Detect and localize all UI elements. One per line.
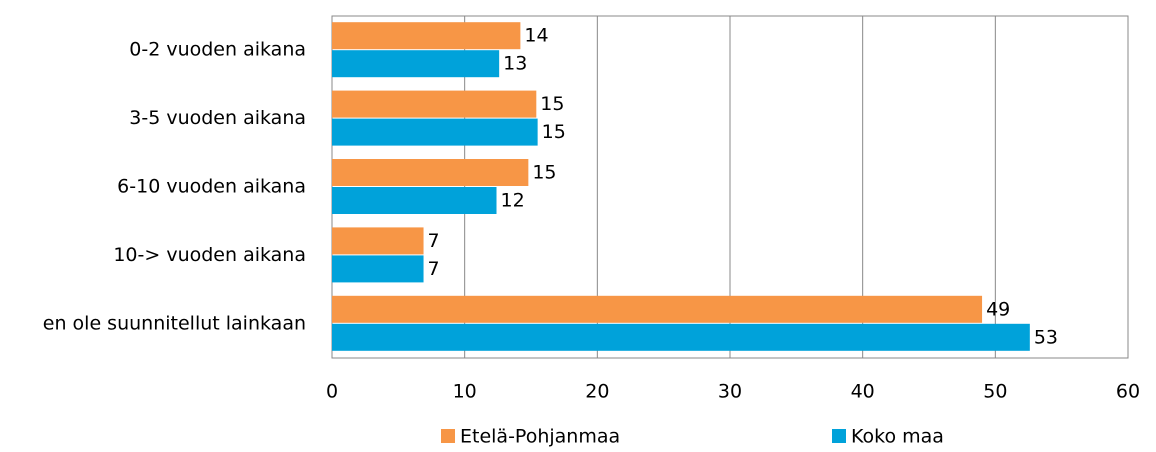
x-tick-label: 60	[1116, 381, 1140, 403]
y-tick-label: 10-> vuoden aikana	[113, 244, 306, 266]
bar	[332, 159, 529, 186]
legend-label: Etelä-Pohjanmaa	[460, 426, 620, 448]
value-label: 15	[542, 121, 566, 143]
bar	[332, 255, 424, 283]
x-tick-label: 40	[851, 381, 875, 403]
bar	[332, 22, 521, 50]
value-label: 7	[428, 230, 440, 252]
y-tick-label: 6-10 vuoden aikana	[117, 176, 306, 198]
value-label: 13	[503, 53, 527, 75]
x-tick-label: 0	[326, 381, 338, 403]
bar	[332, 118, 538, 146]
value-label: 12	[501, 190, 525, 212]
legend-swatch	[441, 429, 455, 443]
value-label: 15	[532, 162, 556, 184]
bar	[332, 187, 497, 214]
bar	[332, 323, 1030, 351]
x-tick-label: 20	[585, 381, 609, 403]
legend-label: Koko maa	[851, 426, 944, 448]
value-label: 14	[524, 25, 548, 47]
bar	[332, 50, 500, 78]
x-tick-label: 10	[453, 381, 477, 403]
y-tick-label: 3-5 vuoden aikana	[129, 107, 306, 129]
bar	[332, 295, 983, 323]
y-tick-label: en ole suunnitellut lainkaan	[43, 312, 306, 334]
bar	[332, 90, 537, 118]
x-tick-label: 50	[983, 381, 1007, 403]
y-tick-label: 0-2 vuoden aikana	[129, 39, 306, 61]
value-label: 15	[540, 93, 564, 115]
bar	[332, 227, 424, 255]
value-label: 49	[986, 298, 1010, 320]
x-tick-label: 30	[718, 381, 742, 403]
value-label: 7	[428, 258, 440, 280]
value-label: 53	[1034, 326, 1058, 348]
legend-swatch	[832, 429, 846, 443]
